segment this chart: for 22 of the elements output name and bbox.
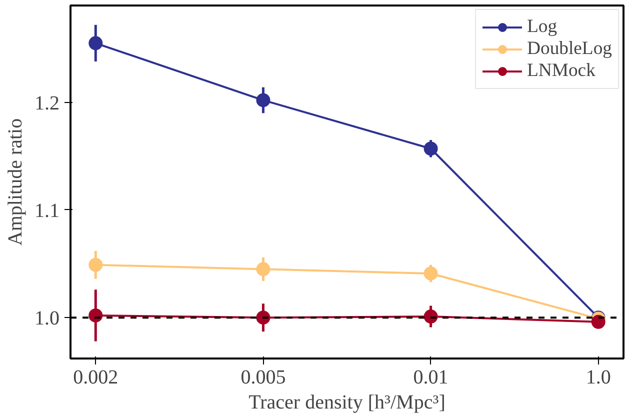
y-tick-label: 1.1 xyxy=(34,200,60,222)
x-tick-label: 0.01 xyxy=(413,366,448,388)
y-axis-title: Amplitude ratio xyxy=(4,118,26,246)
point xyxy=(424,142,438,156)
point xyxy=(424,266,438,280)
point xyxy=(256,93,270,108)
legend-label: LNMock xyxy=(527,60,596,82)
point xyxy=(256,310,270,325)
point xyxy=(256,262,270,276)
point xyxy=(591,314,606,329)
x-tick-label: 1.0 xyxy=(586,366,611,388)
legend-label: DoubleLog xyxy=(527,38,612,60)
x-axis-title: Tracer density [h³/Mpc³] xyxy=(248,392,446,414)
y-tick-label: 1.2 xyxy=(34,92,60,114)
x-tick-label: 0.002 xyxy=(73,366,118,388)
legend-label: Log xyxy=(527,16,558,38)
point xyxy=(88,258,103,272)
point xyxy=(88,36,103,50)
y-tick-label: 1.0 xyxy=(34,308,60,330)
point xyxy=(424,310,438,324)
point xyxy=(88,308,103,322)
x-tick-label: 0.005 xyxy=(240,366,286,388)
